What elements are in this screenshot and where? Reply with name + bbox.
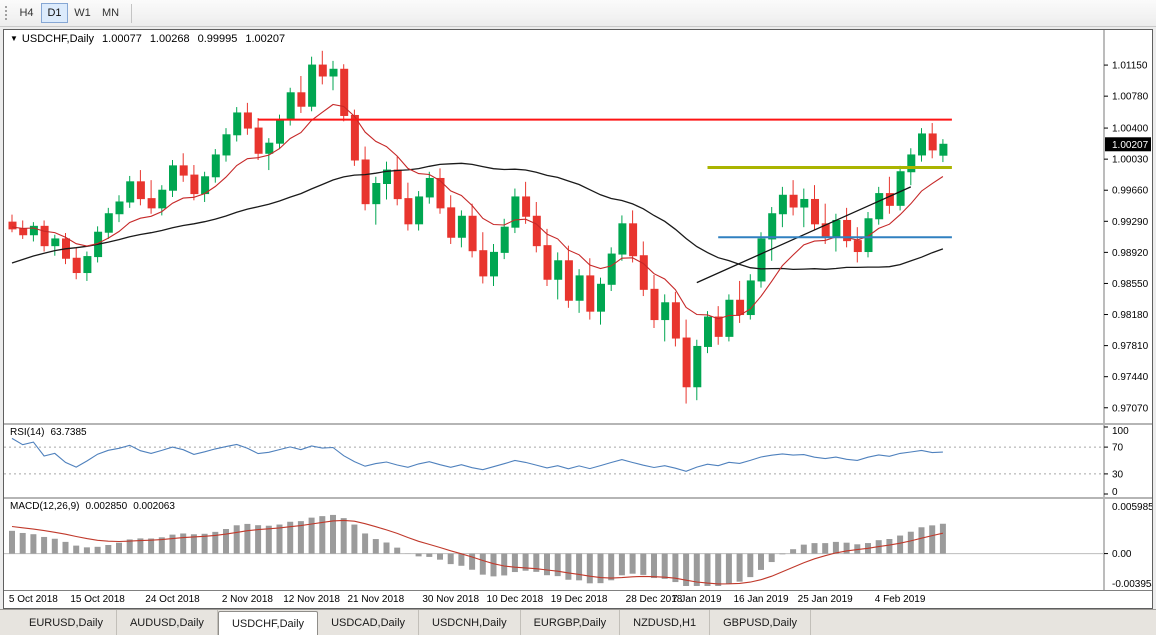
timeframe-button-H4[interactable]: H4 (19, 7, 34, 19)
timeframe-button-D1[interactable]: D1 (41, 3, 68, 23)
svg-text:0.00: 0.00 (1112, 549, 1132, 560)
macd-main-value: 0.002850 (85, 501, 128, 512)
chart-tab-USDCNH[interactable]: USDCNH,Daily (419, 610, 521, 635)
timeframe-toolbar: H4 D1 W1 MN (0, 0, 1156, 27)
ohlc-high: 1.00268 (149, 33, 190, 45)
panel-splitter-rsi[interactable] (4, 423, 1152, 425)
time-axis-label: 2 Nov 2018 (221, 594, 273, 605)
time-axis-label: 24 Oct 2018 (145, 594, 200, 605)
time-axis: 5 Oct 2018 15 Oct 2018 24 Oct 2018 2 Nov 20… (4, 590, 1152, 608)
svg-text:70: 70 (1112, 443, 1124, 454)
svg-text:1.00780: 1.00780 (1112, 92, 1149, 103)
time-axis-label: 7 Jan 2019 (672, 594, 722, 605)
collapse-triangle-icon[interactable]: ▼ (10, 34, 18, 43)
rsi-chart-canvas[interactable]: 100 70 30 0 (4, 425, 1152, 497)
time-axis-label: 21 Nov 2018 (347, 594, 405, 605)
svg-text:1.01150: 1.01150 (1112, 61, 1148, 72)
macd-label: MACD(12,26,9) 0.002850 0.002063 (10, 501, 175, 512)
chart-tab-USDCHF[interactable]: USDCHF,Daily (217, 611, 319, 635)
chart-title: ▼ USDCHF,Daily 1.00077 1.00268 0.99995 1.0020… (10, 33, 285, 45)
time-axis-label: 15 Oct 2018 (70, 594, 125, 605)
chart-tab-NZDUSD[interactable]: NZDUSD,H1 (620, 610, 711, 635)
macd-indicator-name: MACD(12,26,9) (10, 501, 80, 512)
toolbar-grip-icon[interactable] (4, 4, 9, 22)
time-axis-label: 12 Nov 2018 (283, 594, 340, 605)
rsi-indicator-name: RSI(14) (10, 427, 45, 438)
time-axis-label: 30 Nov 2018 (422, 594, 480, 605)
svg-text:0.97810: 0.97810 (1112, 341, 1149, 352)
chart-tab-GBPUSD[interactable]: GBPUSD,Daily (710, 610, 812, 635)
timeframe-button-MN[interactable]: MN (102, 7, 120, 19)
svg-text:100: 100 (1112, 426, 1129, 437)
panel-splitter-macd[interactable] (4, 497, 1152, 499)
svg-text:1.00207: 1.00207 (1112, 140, 1149, 151)
chart-tab-USDCAD[interactable]: USDCAD,Daily (318, 610, 420, 635)
svg-text:0.97070: 0.97070 (1112, 403, 1149, 414)
chart-symbol-label: USDCHF,Daily (21, 33, 95, 45)
chart-tab-EURGBP[interactable]: EURGBP,Daily (521, 610, 621, 635)
time-axis-label: 10 Dec 2018 (486, 594, 544, 605)
svg-text:0.99660: 0.99660 (1112, 186, 1149, 197)
price-chart-canvas[interactable]: 1.01150 1.00780 1.00400 1.00030 0.99660 0.992… (4, 30, 1152, 423)
rsi-current-value: 63.7385 (50, 427, 87, 438)
svg-text:30: 30 (1112, 469, 1124, 480)
svg-text:1.00030: 1.00030 (1112, 155, 1149, 166)
macd-signal-value: 0.002063 (133, 501, 175, 512)
rsi-panel[interactable]: 100 70 30 0 RSI(14) 63.7385 (4, 425, 1152, 497)
ohlc-open: 1.00077 (102, 33, 142, 45)
svg-text:0: 0 (1112, 487, 1118, 497)
svg-text:0.005985: 0.005985 (1112, 502, 1152, 513)
toolbar-separator (131, 3, 133, 23)
svg-text:0.98180: 0.98180 (1112, 310, 1149, 321)
chart-window: 1.01150 1.00780 1.00400 1.00030 0.99660 0.992… (3, 29, 1153, 609)
timeframe-buttons: H4 D1 W1 MN (13, 3, 124, 23)
ohlc-low: 0.99995 (197, 33, 238, 45)
price-panel[interactable]: 1.01150 1.00780 1.00400 1.00030 0.99660 0.992… (4, 30, 1152, 423)
rsi-label: RSI(14) 63.7385 (10, 427, 87, 438)
svg-text:0.99290: 0.99290 (1112, 217, 1149, 228)
timeframe-button-W1[interactable]: W1 (74, 7, 91, 19)
svg-text:0.97440: 0.97440 (1112, 372, 1149, 383)
ohlc-close: 1.00207 (245, 33, 286, 45)
svg-text:0.98550: 0.98550 (1112, 279, 1149, 290)
time-axis-label: 5 Oct 2018 (8, 594, 58, 605)
time-axis-label: 28 Dec 2018 (625, 594, 683, 605)
chart-tab-EURUSD[interactable]: EURUSD,Daily (16, 610, 117, 635)
chart-tabbar: EURUSD,Daily AUDUSD,Daily USDCHF,Daily USDC… (0, 609, 1156, 635)
time-axis-label: 25 Jan 2019 (797, 594, 853, 605)
svg-text:0.98920: 0.98920 (1112, 248, 1149, 259)
time-axis-label: 19 Dec 2018 (550, 594, 608, 605)
time-axis-label: 16 Jan 2019 (733, 594, 789, 605)
macd-panel[interactable]: 0.005985 0.00 -0.003954 MACD(12,26,9) 0.002… (4, 499, 1152, 590)
svg-text:-0.003954: -0.003954 (1112, 579, 1152, 590)
chart-tab-AUDUSD[interactable]: AUDUSD,Daily (117, 610, 218, 635)
time-axis-label: 4 Feb 2019 (874, 594, 926, 605)
macd-chart-canvas[interactable]: 0.005985 0.00 -0.003954 (4, 499, 1152, 590)
svg-text:1.00400: 1.00400 (1112, 124, 1149, 135)
